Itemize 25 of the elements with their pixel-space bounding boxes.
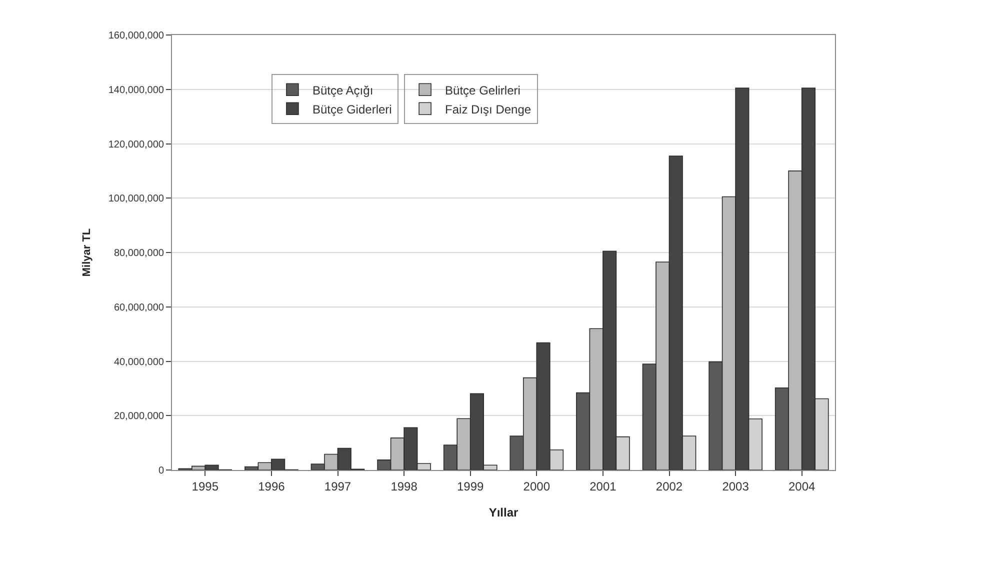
x-tick-label: 1998 (390, 479, 418, 494)
y-tick-label: 40,000,000 (114, 356, 164, 368)
legend-label: Bütçe Gelirleri (445, 83, 520, 98)
x-tick-label: 2002 (656, 479, 683, 494)
x-tick-label: 2001 (590, 479, 617, 494)
x-tick-label: 1996 (258, 479, 286, 494)
y-tick-label: 20,000,000 (114, 411, 164, 422)
x-tick-label: 1999 (457, 479, 484, 494)
x-tick-label: 2000 (523, 479, 550, 494)
y-tick-label: 0 (158, 466, 164, 476)
y-tick-label: 100,000,000 (108, 194, 164, 205)
legend-label: Bütçe Açığı (312, 83, 374, 98)
y-tick-label: 160,000,000 (108, 30, 164, 42)
y-tick-label: 120,000,000 (108, 139, 164, 150)
x-tick-label: 1995 (192, 479, 219, 494)
y-tick-label: 80,000,000 (114, 248, 164, 259)
y-tick-label: 60,000,000 (114, 302, 164, 314)
legend-label: Faiz Dışı Denge (445, 102, 532, 116)
x-axis-title: Yıllar (488, 505, 518, 520)
y-axis-title: Milyar TL (81, 228, 94, 277)
x-tick-label: 2003 (722, 479, 750, 494)
y-tick-label: 140,000,000 (108, 84, 164, 96)
x-tick-label: 1997 (324, 479, 352, 494)
legend-label: Bütçe Giderleri (312, 102, 392, 116)
x-tick-label: 2004 (788, 479, 816, 494)
